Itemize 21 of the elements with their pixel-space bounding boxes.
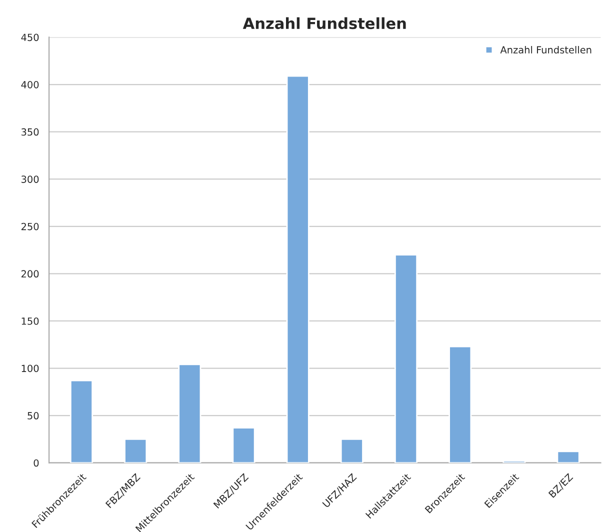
y-tick-label: 0 [34,459,39,467]
y-tick-label: 200 [21,270,39,278]
bar [232,427,256,463]
bar [556,450,580,463]
y-tick-label: 150 [22,317,39,325]
bar [394,254,418,463]
y-tick-label: 300 [22,176,39,183]
y-tick-label: 450 [21,34,39,42]
bar [124,438,148,463]
y-tick-label: 350 [22,128,39,136]
y-tick-label: 100 [22,364,39,372]
y-tick-label: 50 [28,412,39,420]
bar [70,380,94,463]
bar [340,438,364,463]
legend-label: Anzahl Fundstellen [500,46,592,54]
y-tick-label: 250 [21,222,39,230]
bar [448,346,472,463]
bar [286,75,310,463]
y-tick-label: 400 [21,81,39,88]
bar [178,364,202,463]
chart-title: Anzahl Fundstellen [242,17,406,30]
